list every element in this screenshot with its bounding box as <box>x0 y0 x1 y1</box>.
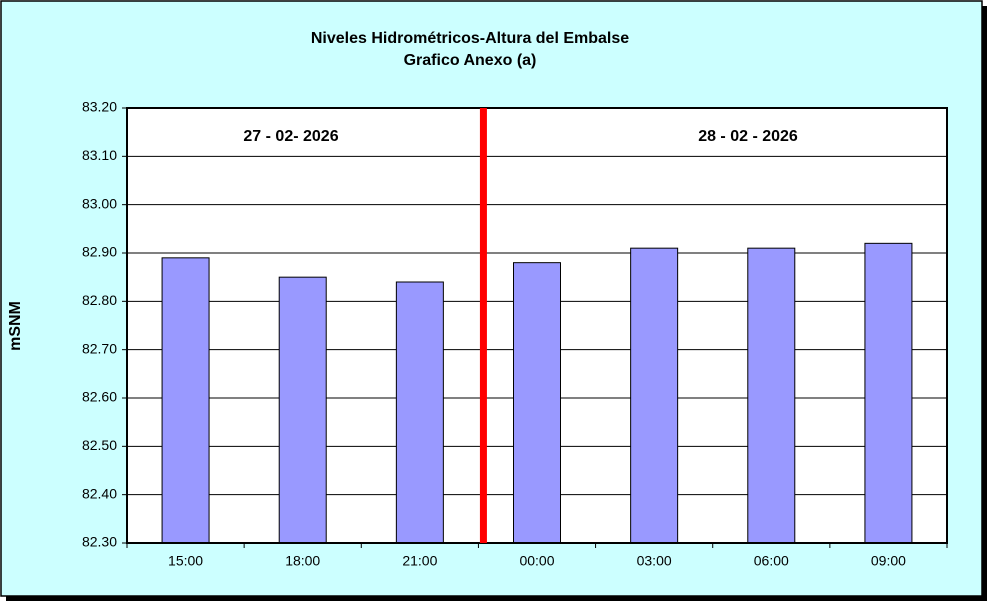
x-tick-label: 03:00 <box>637 553 672 569</box>
chart-title: Niveles Hidrométricos-Altura del Embalse <box>311 30 629 47</box>
plot-border <box>126 107 948 544</box>
annotation: 27 - 02- 2026 <box>243 128 338 145</box>
y-tick-label: 83.20 <box>82 99 117 115</box>
y-tick-label: 83.10 <box>82 147 117 163</box>
y-tick-label: 82.50 <box>82 437 117 453</box>
bar <box>278 276 327 544</box>
bar <box>630 247 679 544</box>
x-tick-label: 15:00 <box>168 553 203 569</box>
y-axis-label: mSNM <box>7 301 24 351</box>
bar <box>161 257 210 544</box>
chart-subtitle: Grafico Anexo (a) <box>404 52 537 69</box>
y-tick-label: 82.30 <box>82 534 117 550</box>
y-tick-label: 82.70 <box>82 340 117 356</box>
x-tick-label: 18:00 <box>285 553 320 569</box>
x-tick-label: 09:00 <box>871 553 906 569</box>
y-tick-label: 82.40 <box>82 485 117 501</box>
y-tick-label: 82.60 <box>82 389 117 405</box>
y-tick-label: 82.90 <box>82 244 117 260</box>
annotation: 28 - 02 - 2026 <box>698 128 798 145</box>
y-tick-label: 82.80 <box>82 292 117 308</box>
bar <box>864 242 913 544</box>
bar <box>747 247 796 544</box>
x-tick-label: 06:00 <box>754 553 789 569</box>
bar <box>395 281 444 544</box>
x-tick-label: 21:00 <box>402 553 437 569</box>
y-tick-label: 83.00 <box>82 195 117 211</box>
x-tick-label: 00:00 <box>519 553 554 569</box>
bar <box>513 262 561 544</box>
